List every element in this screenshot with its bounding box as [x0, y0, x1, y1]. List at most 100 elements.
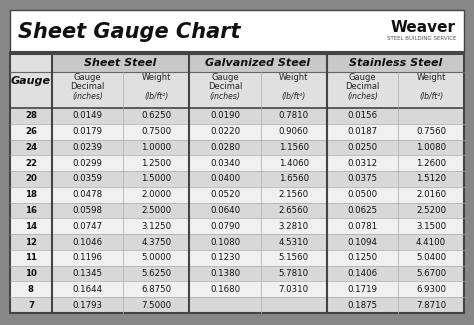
Text: 0.0187: 0.0187 [347, 127, 377, 136]
Text: 0.1680: 0.1680 [210, 285, 240, 294]
Text: 1.6560: 1.6560 [279, 175, 309, 183]
Text: 3.2810: 3.2810 [279, 222, 309, 231]
Text: Gauge: Gauge [74, 73, 101, 82]
Text: 0.0220: 0.0220 [210, 127, 240, 136]
Text: 24: 24 [25, 143, 37, 152]
Text: 7.5000: 7.5000 [141, 301, 172, 310]
Text: 7: 7 [28, 301, 34, 310]
Bar [10, 218, 464, 234]
Text: 28: 28 [25, 111, 37, 120]
Text: 0.0400: 0.0400 [210, 175, 240, 183]
Text: 1.2500: 1.2500 [141, 159, 172, 168]
Text: 1.2600: 1.2600 [416, 159, 446, 168]
Text: Gauge: Gauge [348, 73, 376, 82]
Text: 0.1345: 0.1345 [73, 269, 103, 278]
Text: (inches): (inches) [347, 92, 378, 101]
Text: 1.1560: 1.1560 [279, 143, 309, 152]
Text: 0.1230: 0.1230 [210, 253, 240, 262]
Text: 0.1094: 0.1094 [347, 238, 377, 247]
Text: 2.0000: 2.0000 [141, 190, 172, 199]
Text: 4.5310: 4.5310 [279, 238, 309, 247]
Text: Weight: Weight [416, 73, 446, 82]
Text: Gauge: Gauge [11, 76, 51, 86]
Bar [10, 54, 52, 108]
Text: 0.0156: 0.0156 [347, 111, 377, 120]
Text: 5.0400: 5.0400 [416, 253, 446, 262]
Text: 0.0250: 0.0250 [347, 143, 377, 152]
Text: 0.0375: 0.0375 [347, 175, 377, 183]
Text: 0.0359: 0.0359 [73, 175, 103, 183]
Bar [10, 54, 464, 313]
Bar [10, 139, 464, 155]
Text: 0.6250: 0.6250 [141, 111, 172, 120]
Text: 0.0280: 0.0280 [210, 143, 240, 152]
Text: 5.6700: 5.6700 [416, 269, 446, 278]
Text: Sheet Gauge Chart: Sheet Gauge Chart [18, 22, 240, 42]
Text: 0.0640: 0.0640 [210, 206, 240, 215]
Text: 6.8750: 6.8750 [141, 285, 172, 294]
Bar [10, 281, 464, 297]
Bar [327, 54, 464, 72]
Text: 0.1196: 0.1196 [73, 253, 103, 262]
Text: 0.0790: 0.0790 [210, 222, 240, 231]
Text: Weight: Weight [279, 73, 309, 82]
Text: Weight: Weight [142, 73, 171, 82]
Text: 7.8710: 7.8710 [416, 301, 446, 310]
Bar [10, 171, 464, 187]
Text: 0.7500: 0.7500 [141, 127, 172, 136]
Text: (inches): (inches) [210, 92, 240, 101]
Text: 4.4100: 4.4100 [416, 238, 446, 247]
Text: 6.9300: 6.9300 [416, 285, 446, 294]
Bar [10, 234, 464, 250]
Bar [10, 250, 464, 266]
Bar [10, 187, 464, 202]
Text: 0.1406: 0.1406 [347, 269, 377, 278]
Text: 7.0310: 7.0310 [279, 285, 309, 294]
Text: 4.3750: 4.3750 [141, 238, 172, 247]
Bar [52, 54, 189, 72]
Text: (lb/ft²): (lb/ft²) [282, 92, 306, 101]
Text: 12: 12 [25, 238, 37, 247]
Bar [327, 72, 464, 108]
Text: 0.0625: 0.0625 [347, 206, 377, 215]
Bar [10, 155, 464, 171]
Text: 0.0520: 0.0520 [210, 190, 240, 199]
Text: 3.1250: 3.1250 [141, 222, 172, 231]
Text: 0.1875: 0.1875 [347, 301, 377, 310]
Text: 0.1719: 0.1719 [347, 285, 377, 294]
Text: (lb/ft²): (lb/ft²) [419, 92, 443, 101]
Text: 0.1380: 0.1380 [210, 269, 240, 278]
Bar [10, 202, 464, 218]
Text: 16: 16 [25, 206, 37, 215]
Text: 0.7560: 0.7560 [416, 127, 446, 136]
Text: Decimal: Decimal [208, 83, 242, 91]
Text: 0.1080: 0.1080 [210, 238, 240, 247]
Text: 5.0000: 5.0000 [141, 253, 172, 262]
Text: 0.7810: 0.7810 [279, 111, 309, 120]
Text: 0.1644: 0.1644 [73, 285, 103, 294]
Text: 0.0500: 0.0500 [347, 190, 377, 199]
Text: 0.1250: 0.1250 [347, 253, 377, 262]
Text: 0.0340: 0.0340 [210, 159, 240, 168]
Text: 1.0000: 1.0000 [141, 143, 172, 152]
Text: Weaver: Weaver [391, 20, 456, 35]
Bar [10, 124, 464, 139]
Text: 0.0179: 0.0179 [73, 127, 103, 136]
Bar [10, 266, 464, 281]
Text: (lb/ft²): (lb/ft²) [144, 92, 168, 101]
Text: 26: 26 [25, 127, 37, 136]
Bar [10, 108, 464, 124]
Text: 22: 22 [25, 159, 37, 168]
Text: 0.0781: 0.0781 [347, 222, 377, 231]
Text: 1.5120: 1.5120 [416, 175, 446, 183]
Text: Sheet Steel: Sheet Steel [84, 58, 157, 68]
Text: 0.0299: 0.0299 [73, 159, 103, 168]
Bar [52, 72, 189, 108]
Text: 2.0160: 2.0160 [416, 190, 446, 199]
Text: 5.7810: 5.7810 [279, 269, 309, 278]
Text: Stainless Steel: Stainless Steel [349, 58, 442, 68]
Text: 0.1046: 0.1046 [73, 238, 103, 247]
Text: Gauge: Gauge [211, 73, 239, 82]
Text: 10: 10 [25, 269, 37, 278]
Text: 0.0747: 0.0747 [73, 222, 103, 231]
